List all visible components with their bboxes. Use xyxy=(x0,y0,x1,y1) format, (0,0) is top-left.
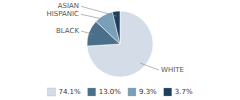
legend-item: 13.0% xyxy=(88,88,122,96)
legend-item: 9.3% xyxy=(128,88,157,96)
legend-swatch xyxy=(164,88,172,96)
chart-container: ASIANHISPANIC BLACK WHITE 74.1% 13.0% 9.3% 3.7… xyxy=(0,0,240,100)
slices xyxy=(87,11,153,77)
slice-label: ASIAN xyxy=(58,2,79,10)
leader-line xyxy=(81,14,106,19)
slice-labels: ASIANHISPANIC BLACK WHITE xyxy=(46,2,183,74)
legend-label: 9.3% xyxy=(139,88,157,96)
legend-item: 74.1% xyxy=(47,88,81,96)
leader-line xyxy=(81,6,117,16)
legend-label: 3.7% xyxy=(175,88,193,96)
leader-line xyxy=(81,31,94,34)
legend-swatch xyxy=(47,88,55,96)
legend-item: 3.7% xyxy=(164,88,193,96)
chart: ASIANHISPANIC BLACK WHITE 74.1% 13.0% 9.3% 3.7… xyxy=(0,0,240,100)
legend-label: 74.1% xyxy=(58,88,81,96)
slice-label: WHITE xyxy=(161,66,184,74)
slice-label: HISPANIC xyxy=(46,10,79,18)
pie-slice xyxy=(87,11,153,77)
legend: 74.1% 13.0% 9.3% 3.7% xyxy=(47,88,192,96)
legend-swatch xyxy=(128,88,136,96)
legend-swatch xyxy=(88,88,96,96)
pie-slice xyxy=(96,12,120,44)
legend-label: 13.0% xyxy=(99,88,122,96)
slice-label: BLACK xyxy=(56,27,79,35)
leader-line xyxy=(140,63,159,70)
